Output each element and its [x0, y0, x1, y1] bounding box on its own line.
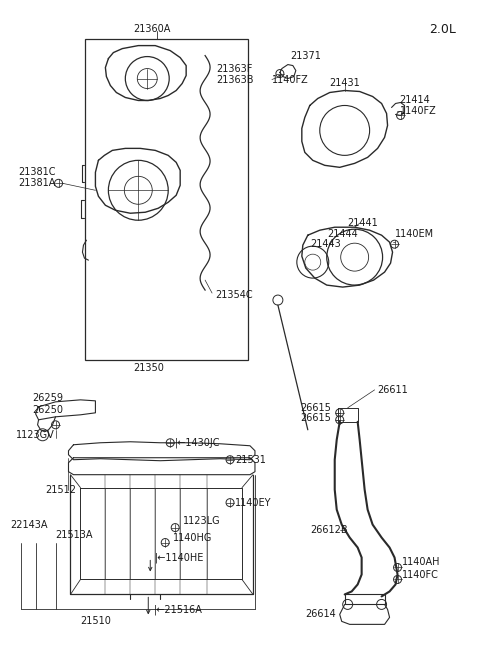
Text: 26615: 26615: [300, 413, 331, 423]
Text: 21513A: 21513A: [56, 529, 93, 540]
Text: 1123LG: 1123LG: [183, 515, 221, 525]
Text: 21363F: 21363F: [216, 64, 252, 73]
Text: 2.0L: 2.0L: [430, 23, 456, 35]
Text: 21510: 21510: [81, 616, 111, 626]
Text: 21363B: 21363B: [216, 75, 253, 84]
Bar: [85, 39, 248, 360]
Text: 26250: 26250: [33, 405, 64, 415]
Text: |←1140HE: |←1140HE: [155, 552, 204, 563]
Text: |←1430JC: |←1430JC: [175, 438, 221, 448]
Text: 21381A: 21381A: [19, 178, 56, 188]
Text: 26614: 26614: [305, 609, 336, 620]
Text: 1140EM: 1140EM: [395, 229, 433, 239]
Text: 1140HG: 1140HG: [173, 533, 213, 542]
Text: 21350: 21350: [133, 363, 164, 373]
Text: 21360A: 21360A: [133, 24, 171, 33]
Text: |←21516A: |←21516A: [153, 604, 202, 614]
Text: 22143A: 22143A: [11, 519, 48, 530]
Text: 21512: 21512: [46, 485, 77, 495]
Text: 26612B: 26612B: [310, 525, 348, 534]
Text: 21354C: 21354C: [215, 290, 252, 300]
Text: 26611: 26611: [378, 385, 408, 395]
Text: 1123GV: 1123GV: [16, 430, 54, 440]
Text: 21531: 21531: [235, 455, 266, 464]
Text: 1140FC: 1140FC: [402, 571, 438, 580]
Text: 21381C: 21381C: [19, 167, 56, 178]
Text: 26615: 26615: [300, 403, 331, 413]
Text: 1140AH: 1140AH: [402, 557, 440, 567]
Text: 1140FZ: 1140FZ: [399, 107, 436, 117]
Text: 1140FZ: 1140FZ: [272, 75, 309, 84]
Text: 21371: 21371: [290, 50, 321, 60]
Text: 21441: 21441: [348, 218, 378, 228]
Text: 26259: 26259: [33, 393, 64, 403]
Text: 21431: 21431: [330, 77, 360, 88]
Text: 21414: 21414: [399, 96, 430, 105]
Text: 21444: 21444: [328, 229, 359, 239]
Text: 1140EY: 1140EY: [235, 498, 272, 508]
Text: 21443: 21443: [310, 239, 340, 249]
